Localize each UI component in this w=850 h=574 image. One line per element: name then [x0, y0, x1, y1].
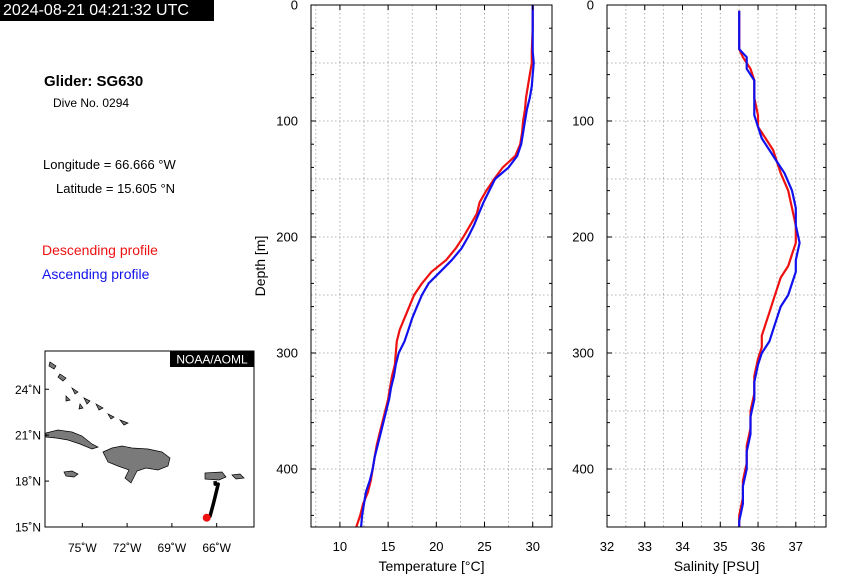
y-tick-label: 100: [276, 114, 298, 129]
plot-frame: [310, 4, 553, 528]
map-lon-label: 66˚W: [202, 541, 231, 555]
y-tick-label: 0: [587, 0, 594, 13]
map-credit: NOAA/AOML: [176, 353, 248, 367]
longitude-readout: Longitude = 66.666 °W: [43, 157, 176, 172]
latitude-readout: Latitude = 15.605 °N: [56, 181, 176, 196]
y-tick-label: 200: [572, 230, 594, 245]
y-tick-label: 200: [276, 230, 298, 245]
x-tick-label: 25: [477, 539, 491, 554]
timestamp-banner: 2024-08-21 04:21:32 UTC: [0, 0, 214, 21]
y-tick-label: 400: [276, 462, 298, 477]
series-line: [738, 10, 801, 527]
map-landmasses: [45, 361, 245, 484]
glider-position-marker: [202, 513, 211, 522]
y-tick-label: 400: [572, 462, 594, 477]
y-tick-label: 300: [572, 346, 594, 361]
map-lon-label: 75˚W: [68, 541, 97, 555]
x-tick-label: 33: [638, 539, 652, 554]
map-lat-label: 24˚N: [15, 383, 41, 397]
cuba-landmass: [45, 429, 99, 450]
legend-ascending: Ascending profile: [42, 266, 150, 282]
x-tick-label: 36: [751, 539, 765, 554]
map-lat-label: 18˚N: [15, 475, 41, 489]
x-tick-label: 32: [600, 539, 614, 554]
series-line: [360, 5, 535, 528]
map-lon-label: 69˚W: [158, 541, 187, 555]
x-tick-label: 20: [429, 539, 443, 554]
x-tick-label: 37: [789, 539, 803, 554]
x-tick-label: 30: [525, 539, 539, 554]
legend-descending: Descending profile: [42, 242, 158, 258]
map-longitude-ticks: 75˚W 72˚W 69˚W 66˚W: [68, 523, 232, 555]
map-lon-label: 72˚W: [113, 541, 142, 555]
x-tick-label: 34: [675, 539, 689, 554]
x-tick-label: 35: [713, 539, 727, 554]
y-axis-label: Depth [m]: [252, 236, 268, 297]
y-tick-label: 300: [276, 346, 298, 361]
y-tick-label: 0: [291, 0, 298, 13]
bahamas-landmass: [48, 361, 129, 426]
glider-name: Glider: SG630: [44, 73, 144, 90]
map-latitude-ticks: 24˚N 21˚N 18˚N 15˚N: [15, 383, 49, 535]
location-map: NOAA/AOML 24˚N 21˚N 18˚N 15˚N 75˚W 72˚W 69˚W 6…: [15, 350, 255, 555]
plot-frame: [606, 4, 827, 528]
x-axis-label: Temperature [°C]: [379, 558, 485, 574]
x-tick-label: 15: [381, 539, 395, 554]
dive-number: Dive No. 0294: [53, 96, 130, 110]
temperature-panel: 0 100 200 300 400 10 15 20 25 30 Temperature [°C] D…: [252, 0, 553, 574]
map-lat-label: 15˚N: [15, 521, 41, 535]
map-credit-box: [170, 351, 254, 367]
x-axis-label: Salinity [PSU]: [674, 558, 760, 574]
salinity-panel: 0 100 200 300 400 32 33 34 35 36 37 Salinity [PSU]: [572, 0, 827, 574]
x-tick-label: 10: [333, 539, 347, 554]
y-tick-label: 100: [572, 114, 594, 129]
map-lat-label: 21˚N: [15, 429, 41, 443]
jamaica-landmass: [63, 470, 79, 478]
virgin-islands-landmass: [231, 473, 245, 480]
puerto-rico-landmass: [204, 471, 227, 481]
hispaniola-landmass: [102, 445, 171, 484]
